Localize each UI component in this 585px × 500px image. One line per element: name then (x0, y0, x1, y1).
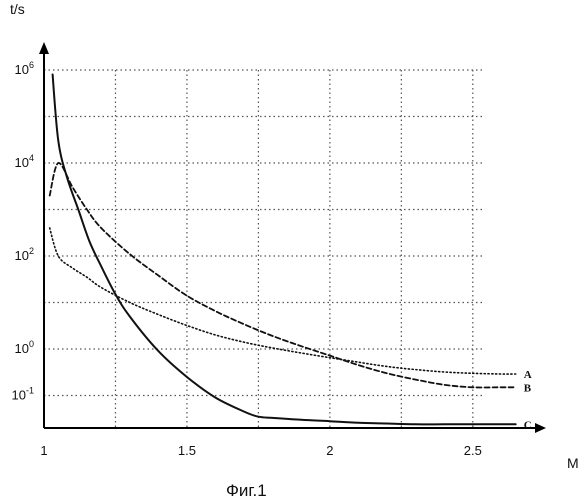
x-axis-arrow-icon (535, 423, 546, 433)
y-axis-title: t/s (10, 1, 25, 17)
series-label-c: C (524, 419, 532, 431)
x-tick-label: 1.5 (178, 443, 196, 458)
y-axis-arrow-icon (39, 42, 49, 54)
series-label-a: A (524, 369, 532, 381)
x-tick-label: 2 (326, 443, 333, 458)
y-tick-label: 100 (15, 339, 34, 356)
figure-caption: Фиг.1 (226, 481, 267, 500)
series-label-b: B (524, 382, 532, 394)
y-tick-label: 106 (15, 60, 34, 77)
y-tick-label: 102 (15, 246, 34, 263)
x-tick-label: 1 (40, 443, 47, 458)
series-line-b (50, 163, 516, 388)
y-tick-label: 104 (15, 153, 34, 170)
x-tick-label: 2.5 (464, 443, 482, 458)
grid (44, 70, 485, 428)
series: AB C (50, 75, 532, 432)
x-axis-title: M (567, 455, 579, 471)
ticks: 1 1.5 2 2.5 106 104 102 100 10-1 (12, 60, 482, 458)
y-tick-label: 10-1 (12, 385, 34, 402)
